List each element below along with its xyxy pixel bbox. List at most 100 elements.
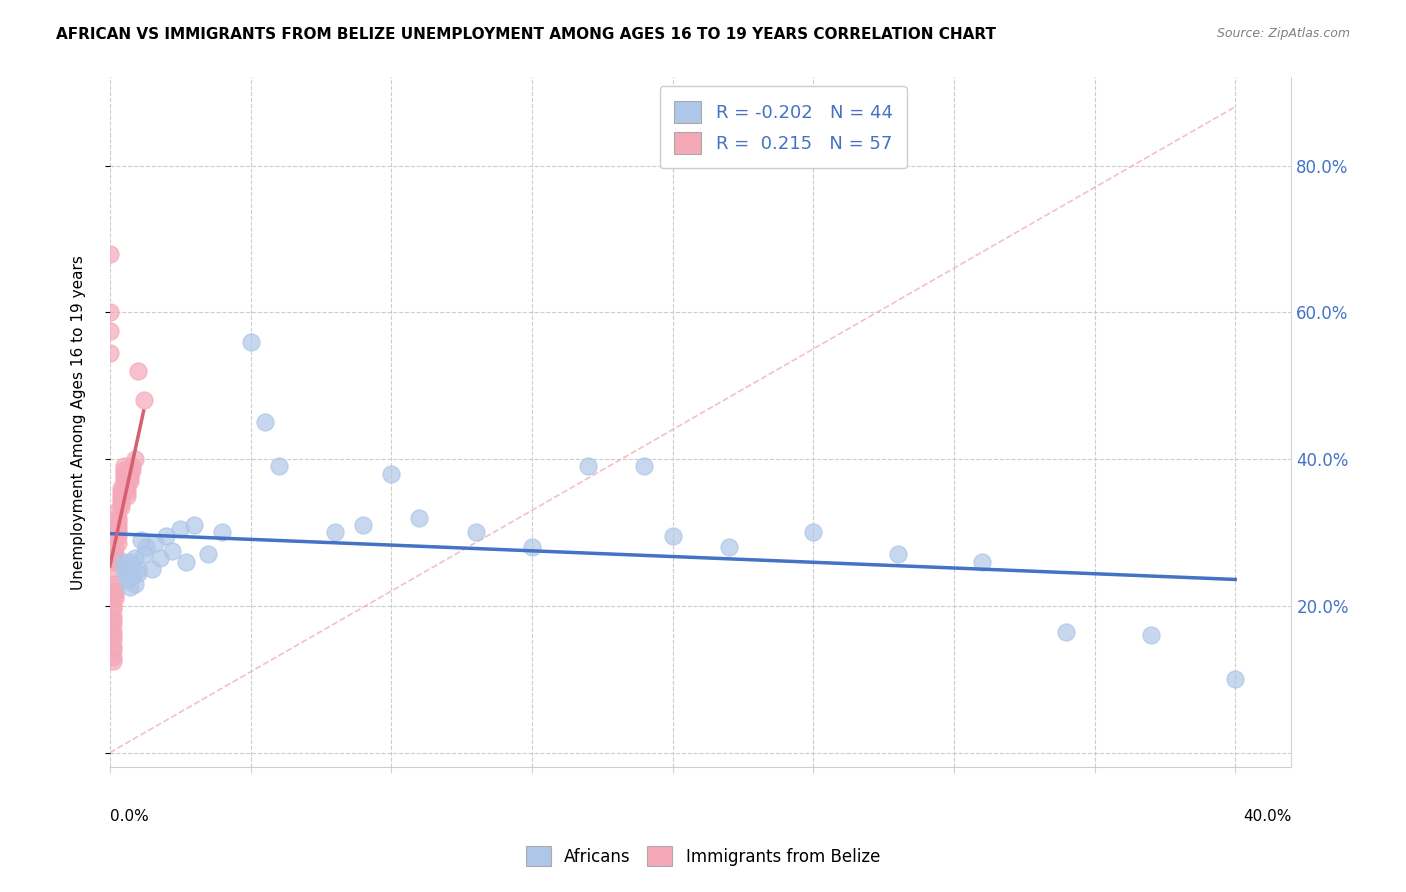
Point [118,467,141,481]
Point [101,632,124,646]
Point [101,602,124,616]
Point [380,467,402,481]
Point [124,452,146,467]
Point [110,482,132,496]
Point [149,551,172,566]
Point [107,510,129,524]
Point [143,536,166,550]
Point [98,345,121,359]
Point [121,558,143,573]
Point [160,543,183,558]
Point [464,525,486,540]
Point [112,470,135,484]
Point [107,525,129,540]
Point [104,540,127,554]
Point [115,489,138,503]
Legend: R = -0.202   N = 44, R =  0.215   N = 57: R = -0.202 N = 44, R = 0.215 N = 57 [659,87,907,169]
Point [118,581,141,595]
Point [1139,628,1161,642]
Point [115,477,138,491]
Point [121,459,143,474]
Point [101,610,124,624]
Point [801,525,824,540]
Point [127,562,149,576]
Point [107,536,129,550]
Point [104,562,127,576]
Point [124,576,146,591]
Point [104,555,127,569]
Point [98,246,121,260]
Y-axis label: Unemployment Among Ages 16 to 19 years: Unemployment Among Ages 16 to 19 years [72,255,86,590]
Point [104,551,127,566]
Point [112,562,135,576]
Point [115,485,138,500]
Point [253,415,276,429]
Point [183,518,205,533]
Point [107,529,129,543]
Point [112,463,135,477]
Point [129,533,152,547]
Point [127,566,149,580]
Point [267,459,290,474]
Point [323,525,346,540]
Point [110,485,132,500]
Point [107,515,129,529]
Point [576,459,599,474]
Point [115,482,138,496]
Point [110,500,132,514]
Point [101,614,124,628]
Point [107,503,129,517]
Point [101,643,124,657]
Point [104,548,127,562]
Point [101,639,124,653]
Point [115,573,138,587]
Point [174,555,197,569]
Point [132,393,155,408]
Point [169,522,191,536]
Point [239,334,262,349]
Point [112,474,135,488]
Point [1225,672,1247,686]
Point [970,555,993,569]
Text: AFRICAN VS IMMIGRANTS FROM BELIZE UNEMPLOYMENT AMONG AGES 16 TO 19 YEARS CORRELA: AFRICAN VS IMMIGRANTS FROM BELIZE UNEMPL… [56,27,997,42]
Point [115,566,138,580]
Point [112,555,135,569]
Point [121,463,143,477]
Point [197,548,219,562]
Point [633,459,655,474]
Point [141,562,163,576]
Point [132,548,155,562]
Point [101,617,124,632]
Point [121,569,143,583]
Point [101,599,124,613]
Point [107,518,129,533]
Point [110,496,132,510]
Point [352,518,374,533]
Point [101,628,124,642]
Point [101,654,124,668]
Point [107,522,129,536]
Point [717,540,740,554]
Point [118,474,141,488]
Point [101,624,124,639]
Legend: Africans, Immigrants from Belize: Africans, Immigrants from Belize [517,838,889,875]
Point [118,470,141,484]
Point [110,492,132,507]
Text: 0.0%: 0.0% [110,809,149,823]
Point [520,540,543,554]
Point [1054,624,1077,639]
Point [408,510,430,524]
Point [112,459,135,474]
Point [661,529,683,543]
Point [98,305,121,319]
Point [135,540,157,554]
Point [118,555,141,569]
Point [104,581,127,595]
Point [104,584,127,599]
Text: 40.0%: 40.0% [1243,809,1292,823]
Point [104,591,127,606]
Point [886,548,908,562]
Point [104,588,127,602]
Point [155,529,177,543]
Point [127,364,149,378]
